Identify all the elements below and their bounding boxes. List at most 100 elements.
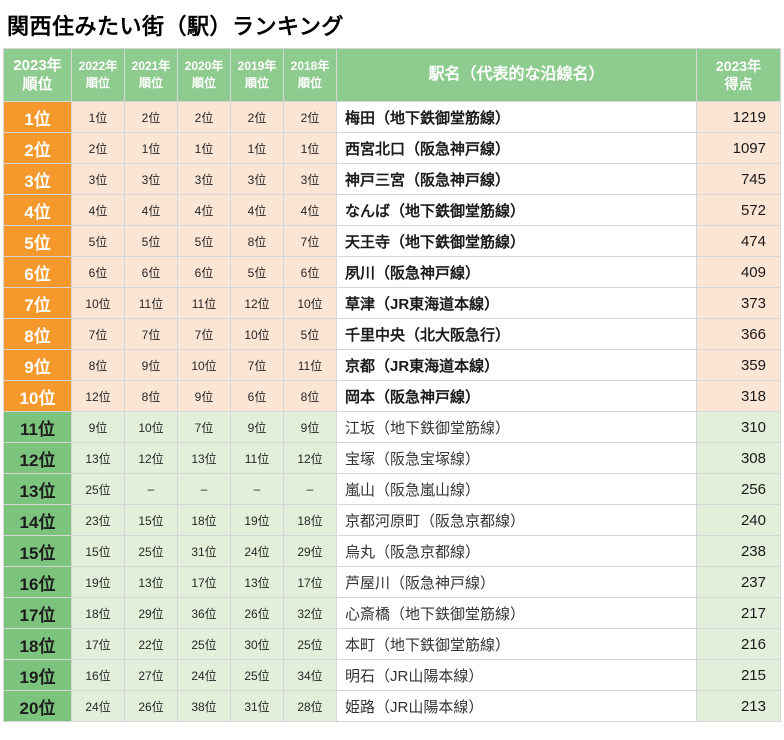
table-row: 6位 6位 6位 6位 5位 6位 夙川（阪急神戸線） 409 bbox=[3, 256, 781, 288]
ranking-table: 2023年 順位 2022年 順位 2021年 順位 2020年 順位 2019年 順位… bbox=[3, 48, 781, 722]
rank-current: 13位 bbox=[3, 473, 72, 505]
rank-2020: 36位 bbox=[177, 597, 231, 629]
table-row: 19位 16位 27位 24位 25位 34位 明石（JR山陽本線） 215 bbox=[3, 659, 781, 691]
station-name: 心斎橋（地下鉄御堂筋線） bbox=[336, 597, 697, 629]
table-row: 18位 17位 22位 25位 30位 25位 本町（地下鉄御堂筋線） 216 bbox=[3, 628, 781, 660]
rank-2020: 3位 bbox=[177, 163, 231, 195]
rank-2021: 8位 bbox=[124, 380, 178, 412]
rank-2019: 10位 bbox=[230, 318, 284, 350]
rank-2020: 4位 bbox=[177, 194, 231, 226]
rank-2018: 25位 bbox=[283, 628, 337, 660]
rank-2022: 7位 bbox=[71, 318, 125, 350]
rank-2018: 1位 bbox=[283, 132, 337, 164]
score-2023: 217 bbox=[696, 597, 781, 629]
station-name: 姫路（JR山陽本線） bbox=[336, 690, 697, 722]
table-row: 1位 1位 2位 2位 2位 2位 梅田（地下鉄御堂筋線） 1219 bbox=[3, 101, 781, 133]
rank-2022: 6位 bbox=[71, 256, 125, 288]
rank-2021: 15位 bbox=[124, 504, 178, 536]
rank-2019: 13位 bbox=[230, 566, 284, 598]
rank-2019: 30位 bbox=[230, 628, 284, 660]
station-name: 嵐山（阪急嵐山線） bbox=[336, 473, 697, 505]
rank-2018: 9位 bbox=[283, 411, 337, 443]
score-2023: 237 bbox=[696, 566, 781, 598]
score-2023: 256 bbox=[696, 473, 781, 505]
rank-2022: 24位 bbox=[71, 690, 125, 722]
rank-2019: 5位 bbox=[230, 256, 284, 288]
rank-2020: 9位 bbox=[177, 380, 231, 412]
rank-current: 6位 bbox=[3, 256, 72, 288]
rank-2019: 3位 bbox=[230, 163, 284, 195]
rank-2018: 18位 bbox=[283, 504, 337, 536]
table-row: 5位 5位 5位 5位 8位 7位 天王寺（地下鉄御堂筋線） 474 bbox=[3, 225, 781, 257]
rank-2020: 31位 bbox=[177, 535, 231, 567]
rank-2022: 23位 bbox=[71, 504, 125, 536]
rank-2021: 10位 bbox=[124, 411, 178, 443]
column-header-score-2023: 2023年 得点 bbox=[696, 48, 781, 102]
table-header: 2023年 順位 2022年 順位 2021年 順位 2020年 順位 2019年 順位… bbox=[3, 48, 781, 102]
column-header-rank-current: 2023年 順位 bbox=[3, 48, 72, 102]
rank-current: 10位 bbox=[3, 380, 72, 412]
rank-2018: 10位 bbox=[283, 287, 337, 319]
rank-current: 17位 bbox=[3, 597, 72, 629]
rank-2022: 15位 bbox=[71, 535, 125, 567]
rank-2021: 12位 bbox=[124, 442, 178, 474]
rank-2019: 26位 bbox=[230, 597, 284, 629]
station-name: 岡本（阪急神戸線） bbox=[336, 380, 697, 412]
rank-2020: 7位 bbox=[177, 318, 231, 350]
station-name: 神戸三宮（阪急神戸線） bbox=[336, 163, 697, 195]
rank-2020: 2位 bbox=[177, 101, 231, 133]
station-name: 京都河原町（阪急京都線） bbox=[336, 504, 697, 536]
table-row: 12位 13位 12位 13位 11位 12位 宝塚（阪急宝塚線） 308 bbox=[3, 442, 781, 474]
rank-2018: 12位 bbox=[283, 442, 337, 474]
rank-2018: 32位 bbox=[283, 597, 337, 629]
station-name: 草津（JR東海道本線） bbox=[336, 287, 697, 319]
rank-2020: 17位 bbox=[177, 566, 231, 598]
rank-2021: 4位 bbox=[124, 194, 178, 226]
score-2023: 318 bbox=[696, 380, 781, 412]
rank-2021: 7位 bbox=[124, 318, 178, 350]
rank-2019: 24位 bbox=[230, 535, 284, 567]
station-name: 宝塚（阪急宝塚線） bbox=[336, 442, 697, 474]
rank-current: 20位 bbox=[3, 690, 72, 722]
rank-2018: 7位 bbox=[283, 225, 337, 257]
rank-2021: 22位 bbox=[124, 628, 178, 660]
station-name: 江坂（地下鉄御堂筋線） bbox=[336, 411, 697, 443]
rank-current: 5位 bbox=[3, 225, 72, 257]
score-2023: 216 bbox=[696, 628, 781, 660]
rank-2022: 5位 bbox=[71, 225, 125, 257]
column-header-rank-2018: 2018年 順位 bbox=[283, 48, 337, 102]
rank-current: 18位 bbox=[3, 628, 72, 660]
table-row: 8位 7位 7位 7位 10位 5位 千里中央（北大阪急行） 366 bbox=[3, 318, 781, 350]
column-header-rank-2019: 2019年 順位 bbox=[230, 48, 284, 102]
table-row: 3位 3位 3位 3位 3位 3位 神戸三宮（阪急神戸線） 745 bbox=[3, 163, 781, 195]
rank-2020: – bbox=[177, 473, 231, 505]
rank-2021: 5位 bbox=[124, 225, 178, 257]
rank-2021: 25位 bbox=[124, 535, 178, 567]
column-header-station-name: 駅名（代表的な沿線名） bbox=[336, 48, 697, 102]
rank-2019: 11位 bbox=[230, 442, 284, 474]
rank-2022: 2位 bbox=[71, 132, 125, 164]
rank-2018: – bbox=[283, 473, 337, 505]
column-header-rank-2020: 2020年 順位 bbox=[177, 48, 231, 102]
rank-2020: 5位 bbox=[177, 225, 231, 257]
rank-2020: 38位 bbox=[177, 690, 231, 722]
rank-2020: 11位 bbox=[177, 287, 231, 319]
rank-2020: 6位 bbox=[177, 256, 231, 288]
header-row: 2023年 順位 2022年 順位 2021年 順位 2020年 順位 2019年 順位… bbox=[3, 48, 781, 102]
table-row: 7位 10位 11位 11位 12位 10位 草津（JR東海道本線） 373 bbox=[3, 287, 781, 319]
station-name: 芦屋川（阪急神戸線） bbox=[336, 566, 697, 598]
rank-2019: 6位 bbox=[230, 380, 284, 412]
station-name: なんば（地下鉄御堂筋線） bbox=[336, 194, 697, 226]
table-row: 9位 8位 9位 10位 7位 11位 京都（JR東海道本線） 359 bbox=[3, 349, 781, 381]
station-name: 京都（JR東海道本線） bbox=[336, 349, 697, 381]
station-name: 明石（JR山陽本線） bbox=[336, 659, 697, 691]
station-name: 天王寺（地下鉄御堂筋線） bbox=[336, 225, 697, 257]
table-row: 16位 19位 13位 17位 13位 17位 芦屋川（阪急神戸線） 237 bbox=[3, 566, 781, 598]
rank-2018: 5位 bbox=[283, 318, 337, 350]
rank-2022: 19位 bbox=[71, 566, 125, 598]
rank-current: 16位 bbox=[3, 566, 72, 598]
station-name: 夙川（阪急神戸線） bbox=[336, 256, 697, 288]
rank-2019: 8位 bbox=[230, 225, 284, 257]
rank-current: 1位 bbox=[3, 101, 72, 133]
